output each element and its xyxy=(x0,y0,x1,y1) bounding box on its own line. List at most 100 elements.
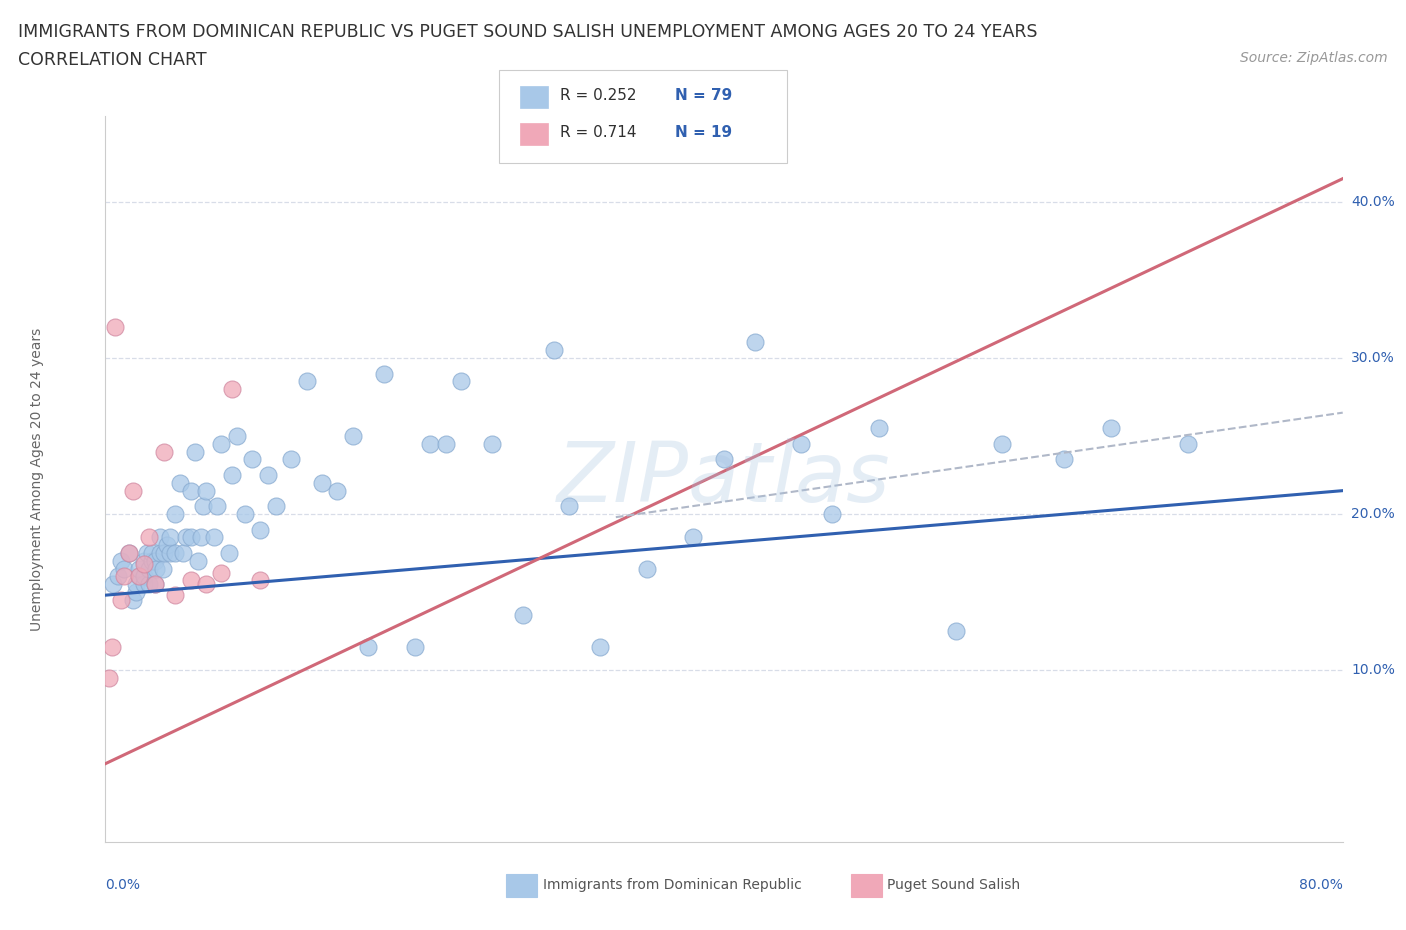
Point xyxy=(180,572,202,587)
Text: R = 0.714: R = 0.714 xyxy=(560,126,636,140)
Point xyxy=(221,468,243,483)
Point xyxy=(156,538,179,552)
Point xyxy=(543,343,565,358)
Point xyxy=(636,561,658,576)
Point xyxy=(122,484,145,498)
Point xyxy=(1177,436,1199,451)
Text: Puget Sound Salish: Puget Sound Salish xyxy=(887,878,1021,893)
Point xyxy=(145,561,167,576)
Point xyxy=(233,507,256,522)
Point xyxy=(264,498,287,513)
Point xyxy=(194,577,217,591)
Point xyxy=(373,366,395,381)
Point xyxy=(100,639,122,654)
Text: N = 19: N = 19 xyxy=(675,126,733,140)
Point xyxy=(821,507,844,522)
Point xyxy=(249,523,271,538)
Point xyxy=(169,475,191,490)
Point xyxy=(136,546,159,561)
Text: Unemployment Among Ages 20 to 24 years: Unemployment Among Ages 20 to 24 years xyxy=(31,327,45,631)
Point xyxy=(132,556,156,571)
Text: Immigrants from Dominican Republic: Immigrants from Dominican Republic xyxy=(543,878,801,893)
Text: Source: ZipAtlas.com: Source: ZipAtlas.com xyxy=(1240,51,1388,65)
Text: R = 0.252: R = 0.252 xyxy=(560,88,636,103)
Point xyxy=(868,420,890,435)
Point xyxy=(122,592,145,607)
Point xyxy=(159,530,181,545)
Point xyxy=(589,639,612,654)
Point xyxy=(218,546,240,561)
Point xyxy=(180,530,202,545)
Point xyxy=(682,530,704,545)
Point xyxy=(1053,452,1076,467)
Point xyxy=(1099,420,1122,435)
Point xyxy=(112,569,135,584)
Point xyxy=(744,335,766,350)
Point xyxy=(326,484,349,498)
Point xyxy=(512,608,534,623)
Text: 10.0%: 10.0% xyxy=(1351,663,1395,677)
Point xyxy=(184,445,207,459)
Point xyxy=(249,572,271,587)
Point xyxy=(357,639,380,654)
Point xyxy=(143,577,166,591)
Point xyxy=(149,546,172,561)
Point xyxy=(118,546,141,561)
Point xyxy=(128,569,150,584)
Point xyxy=(481,436,503,451)
Point xyxy=(141,546,163,561)
Point xyxy=(190,530,212,545)
Point xyxy=(132,569,156,584)
Point xyxy=(180,484,202,498)
Point xyxy=(153,546,176,561)
Point xyxy=(153,445,176,459)
Point xyxy=(450,374,472,389)
Point xyxy=(103,577,124,591)
Point xyxy=(527,140,550,155)
Point xyxy=(138,530,160,545)
Text: IMMIGRANTS FROM DOMINICAN REPUBLIC VS PUGET SOUND SALISH UNEMPLOYMENT AMONG AGES: IMMIGRANTS FROM DOMINICAN REPUBLIC VS PU… xyxy=(18,23,1038,41)
Text: 30.0%: 30.0% xyxy=(1351,351,1395,365)
Point xyxy=(256,468,278,483)
Point xyxy=(174,530,197,545)
Point xyxy=(558,498,581,513)
Point xyxy=(110,592,132,607)
Point xyxy=(945,624,967,639)
Point xyxy=(295,374,318,389)
Point xyxy=(311,475,333,490)
Point xyxy=(141,553,163,568)
Point xyxy=(163,507,186,522)
Point xyxy=(434,436,457,451)
Point xyxy=(419,436,441,451)
Point xyxy=(194,484,217,498)
Point xyxy=(125,577,148,591)
Text: 40.0%: 40.0% xyxy=(1351,195,1395,209)
Point xyxy=(163,546,186,561)
Point xyxy=(991,436,1014,451)
Text: ZIPatlas: ZIPatlas xyxy=(557,438,891,520)
Point xyxy=(143,553,166,568)
Point xyxy=(132,577,156,591)
Point xyxy=(790,436,813,451)
Point xyxy=(280,452,302,467)
Text: 0.0%: 0.0% xyxy=(105,878,141,893)
Text: 20.0%: 20.0% xyxy=(1351,507,1395,521)
Point xyxy=(110,553,132,568)
Point xyxy=(163,588,186,603)
Text: N = 79: N = 79 xyxy=(675,88,733,103)
Point xyxy=(713,452,735,467)
Point xyxy=(107,569,129,584)
Point xyxy=(128,569,150,584)
Point xyxy=(125,585,148,600)
Point xyxy=(242,452,264,467)
Point xyxy=(118,546,141,561)
Point xyxy=(225,429,249,444)
Point xyxy=(138,561,160,576)
Point xyxy=(342,429,364,444)
Point xyxy=(211,436,233,451)
Point xyxy=(211,565,233,580)
Point xyxy=(202,530,225,545)
Point xyxy=(138,577,160,591)
Point xyxy=(104,319,127,334)
Point xyxy=(221,382,243,397)
